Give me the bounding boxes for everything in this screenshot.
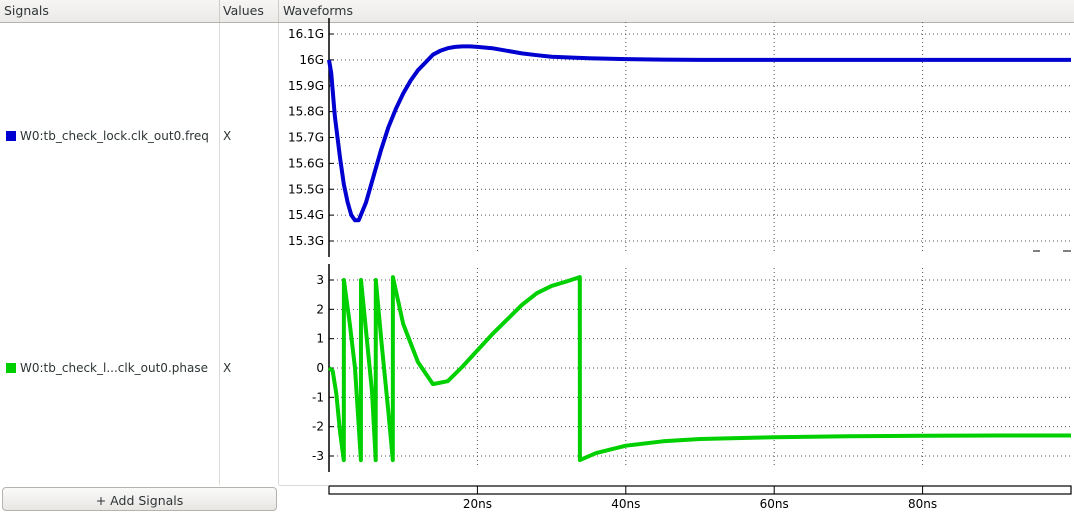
svg-text:-3: -3 xyxy=(312,449,324,463)
signal-color-swatch xyxy=(6,363,16,373)
column-header-bar: Signals Values Waveforms xyxy=(0,0,1074,23)
svg-text:15.7G: 15.7G xyxy=(288,131,324,145)
svg-text:60ns: 60ns xyxy=(760,497,789,511)
signals-values-divider xyxy=(219,23,220,485)
svg-text:15.5G: 15.5G xyxy=(288,182,324,196)
phase-waveform-plot: 3 2 1 0 -1 -2 -3 xyxy=(312,264,1071,472)
svg-text:15.8G: 15.8G xyxy=(288,105,324,119)
values-waveforms-divider xyxy=(278,23,279,485)
svg-text:15.3G: 15.3G xyxy=(288,234,324,248)
signal-value: X xyxy=(223,361,232,375)
svg-text:-2: -2 xyxy=(312,420,324,434)
add-signals-button[interactable]: + Add Signals xyxy=(2,487,277,511)
column-divider[interactable] xyxy=(278,0,279,22)
svg-text:15.6G: 15.6G xyxy=(288,156,324,170)
signal-name: W0:tb_check_lock.clk_out0.freq xyxy=(20,129,209,143)
svg-text:1: 1 xyxy=(316,332,324,346)
svg-text:40ns: 40ns xyxy=(611,497,640,511)
svg-text:0: 0 xyxy=(316,361,324,375)
svg-text:15.9G: 15.9G xyxy=(288,79,324,93)
svg-text:80ns: 80ns xyxy=(908,497,937,511)
svg-text:3: 3 xyxy=(316,273,324,287)
column-divider[interactable] xyxy=(219,0,220,22)
signal-row-freq[interactable]: W0:tb_check_lock.clk_out0.freq xyxy=(0,127,209,145)
svg-text:16G: 16G xyxy=(299,53,324,67)
svg-text:15.4G: 15.4G xyxy=(288,208,324,222)
svg-text:16.1G: 16.1G xyxy=(288,27,324,41)
svg-text:20ns: 20ns xyxy=(463,497,492,511)
signal-row-phase[interactable]: W0:tb_check_l...clk_out0.phase xyxy=(0,359,208,377)
values-column-header[interactable]: Values xyxy=(223,3,264,18)
freq-waveform-plot: 16.1G 16G 15.9G 15.8G 15.7G 15.6G 15.5G 15.4G 15… xyxy=(288,18,1071,257)
svg-text:2: 2 xyxy=(316,302,324,316)
signal-color-swatch xyxy=(6,131,16,141)
svg-text:-1: -1 xyxy=(312,390,324,404)
waveforms-column-header[interactable]: Waveforms xyxy=(283,3,353,18)
time-axis: 20ns 40ns 60ns 80ns xyxy=(279,485,1072,511)
signals-column-header[interactable]: Signals xyxy=(4,3,49,18)
signal-name: W0:tb_check_l...clk_out0.phase xyxy=(20,361,208,375)
signal-value: X xyxy=(223,129,232,143)
